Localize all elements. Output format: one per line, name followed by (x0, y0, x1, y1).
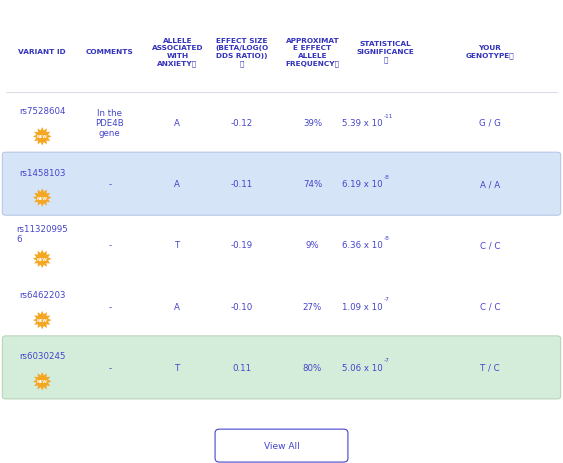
Text: rs11320995
6: rs11320995 6 (16, 224, 68, 244)
Polygon shape (33, 250, 51, 269)
Text: T / C: T / C (480, 363, 499, 372)
Text: View All: View All (263, 441, 300, 450)
FancyBboxPatch shape (2, 153, 561, 216)
Text: -0.12: -0.12 (231, 119, 253, 128)
Text: A: A (175, 180, 180, 189)
Text: NEW: NEW (37, 319, 48, 322)
Text: NEW: NEW (37, 257, 48, 261)
Text: 27%: 27% (303, 302, 322, 311)
Text: -8: -8 (384, 236, 390, 240)
Text: -0.11: -0.11 (231, 180, 253, 189)
Text: -: - (108, 302, 111, 311)
Text: APPROXIMAT
E EFFECT
ALLELE
FREQUENCYⓘ: APPROXIMAT E EFFECT ALLELE FREQUENCYⓘ (285, 38, 339, 67)
Text: YOUR
GENOTYPEⓘ: YOUR GENOTYPEⓘ (466, 45, 514, 59)
Text: 1.09 x 10: 1.09 x 10 (342, 302, 383, 311)
Text: -7: -7 (384, 297, 390, 301)
Polygon shape (33, 189, 51, 207)
Text: 5.06 x 10: 5.06 x 10 (342, 363, 383, 372)
Text: 39%: 39% (303, 119, 322, 128)
Text: rs1458103: rs1458103 (19, 168, 65, 177)
Polygon shape (33, 128, 51, 146)
Text: rs6462203: rs6462203 (19, 290, 65, 300)
Text: 6.19 x 10: 6.19 x 10 (342, 180, 383, 189)
FancyBboxPatch shape (215, 429, 348, 462)
Text: C / C: C / C (480, 241, 500, 250)
Text: -8: -8 (384, 175, 390, 179)
Text: -: - (108, 363, 111, 372)
Text: T: T (175, 241, 180, 250)
Text: 0.11: 0.11 (233, 363, 252, 372)
Text: A / A: A / A (480, 180, 500, 189)
Text: rs7528604: rs7528604 (19, 107, 65, 116)
Text: -0.10: -0.10 (231, 302, 253, 311)
Text: G / G: G / G (479, 119, 501, 128)
Text: EFFECT SIZE
(BETA/LOG(O
DDS RATIO))
ⓘ: EFFECT SIZE (BETA/LOG(O DDS RATIO)) ⓘ (216, 38, 269, 67)
FancyBboxPatch shape (2, 336, 561, 399)
Text: ALLELE
ASSOCIATED
WITH
ANXIETYⓘ: ALLELE ASSOCIATED WITH ANXIETYⓘ (151, 38, 203, 67)
Text: -11: -11 (384, 113, 394, 118)
Text: -: - (108, 241, 111, 250)
Text: 9%: 9% (306, 241, 319, 250)
Text: VARIANT ID: VARIANT ID (19, 49, 66, 55)
Text: A: A (175, 119, 180, 128)
Polygon shape (33, 311, 51, 330)
Text: COMMENTS: COMMENTS (86, 49, 133, 55)
Text: T: T (175, 363, 180, 372)
Text: 74%: 74% (303, 180, 322, 189)
Text: 6.36 x 10: 6.36 x 10 (342, 241, 383, 250)
Text: rs6030245: rs6030245 (19, 351, 65, 361)
Text: STATISTICAL
SIGNIFICANCE
ⓘ: STATISTICAL SIGNIFICANCE ⓘ (357, 41, 414, 63)
Text: -7: -7 (384, 358, 390, 363)
Text: -0.19: -0.19 (231, 241, 253, 250)
Polygon shape (33, 372, 51, 391)
Text: A: A (175, 302, 180, 311)
Text: NEW: NEW (37, 196, 48, 200)
Text: -: - (108, 180, 111, 189)
Text: 5.39 x 10: 5.39 x 10 (342, 119, 383, 128)
Text: NEW: NEW (37, 135, 48, 139)
Text: NEW: NEW (37, 380, 48, 383)
Text: 80%: 80% (303, 363, 322, 372)
Text: C / C: C / C (480, 302, 500, 311)
Text: In the
PDE4B
gene: In the PDE4B gene (95, 108, 124, 138)
